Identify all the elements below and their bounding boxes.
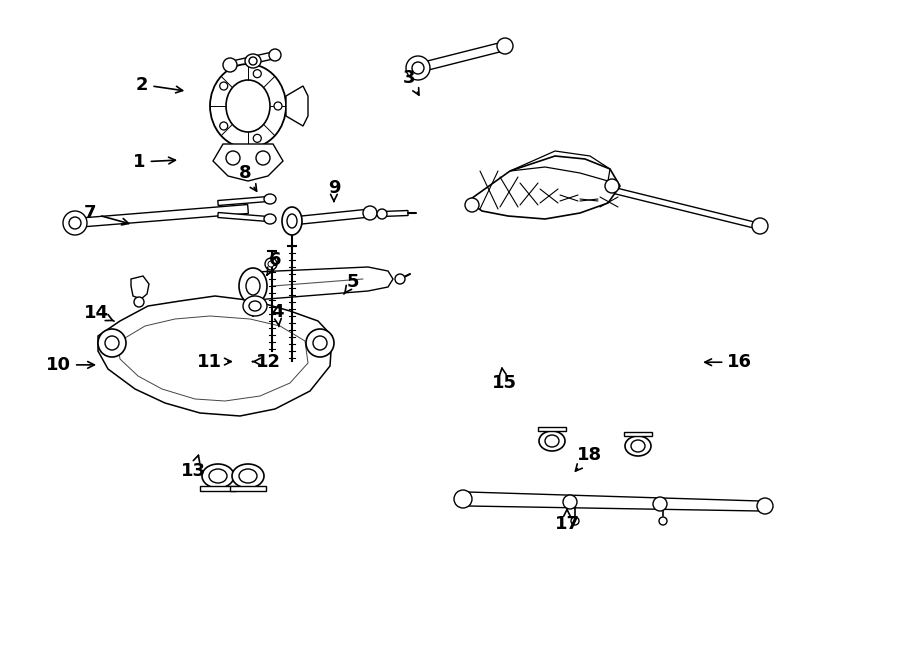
Polygon shape [245,267,393,300]
Polygon shape [131,276,149,299]
Text: 17: 17 [554,509,580,533]
Text: 10: 10 [46,356,94,374]
Ellipse shape [653,497,667,511]
Polygon shape [218,196,268,206]
Polygon shape [75,204,248,227]
Ellipse shape [752,218,768,234]
Ellipse shape [274,102,282,110]
Polygon shape [213,144,283,181]
Ellipse shape [363,206,377,220]
Text: 6: 6 [267,251,282,275]
Text: 16: 16 [705,353,752,371]
Text: 13: 13 [181,455,206,481]
Text: 14: 14 [84,303,114,322]
Ellipse shape [563,495,577,509]
Polygon shape [200,486,236,491]
Ellipse shape [253,69,261,77]
Polygon shape [98,296,332,416]
Ellipse shape [282,207,302,235]
Ellipse shape [757,498,773,514]
Ellipse shape [465,198,479,212]
Ellipse shape [395,274,405,284]
Ellipse shape [239,268,267,304]
Ellipse shape [253,134,261,142]
Text: 1: 1 [133,153,176,171]
Ellipse shape [377,209,387,219]
Polygon shape [608,186,759,229]
Ellipse shape [545,435,559,447]
Ellipse shape [245,54,261,68]
Text: 9: 9 [328,179,340,201]
Ellipse shape [134,297,144,307]
Text: 5: 5 [344,273,359,294]
Ellipse shape [265,258,277,270]
Ellipse shape [98,329,126,357]
Polygon shape [230,52,275,69]
Ellipse shape [223,58,237,72]
Polygon shape [382,210,408,217]
Text: 15: 15 [491,368,517,393]
Ellipse shape [249,301,261,311]
Ellipse shape [406,56,430,80]
Ellipse shape [539,431,565,451]
Ellipse shape [63,211,87,235]
Text: 18: 18 [575,446,602,471]
Ellipse shape [287,214,297,228]
Polygon shape [230,486,266,491]
Ellipse shape [264,194,276,204]
Ellipse shape [412,62,424,74]
Text: 4: 4 [271,303,284,327]
Ellipse shape [605,179,619,193]
Ellipse shape [210,64,286,148]
Polygon shape [417,42,506,72]
Ellipse shape [226,80,270,132]
Ellipse shape [220,122,228,130]
Ellipse shape [571,517,579,525]
Text: 7: 7 [84,204,129,225]
Ellipse shape [268,261,274,267]
Ellipse shape [239,469,257,483]
Ellipse shape [264,214,276,224]
Text: 11: 11 [197,352,231,371]
Ellipse shape [454,490,472,508]
Ellipse shape [256,151,270,165]
Ellipse shape [269,49,281,61]
Ellipse shape [306,329,334,357]
Ellipse shape [497,38,513,54]
Ellipse shape [232,464,264,488]
Ellipse shape [625,436,651,456]
Text: 2: 2 [136,75,183,94]
Polygon shape [286,86,308,126]
Text: 8: 8 [238,164,256,191]
Text: 12: 12 [253,352,281,371]
Polygon shape [468,156,620,219]
Ellipse shape [249,57,257,65]
Polygon shape [460,492,768,511]
Polygon shape [292,209,371,225]
Ellipse shape [313,336,327,350]
Polygon shape [218,212,268,221]
Ellipse shape [105,336,119,350]
Polygon shape [538,427,566,431]
Text: 3: 3 [403,69,419,95]
Ellipse shape [243,296,267,316]
Ellipse shape [220,82,228,90]
Ellipse shape [69,217,81,229]
Polygon shape [624,432,652,436]
Ellipse shape [631,440,645,452]
Ellipse shape [659,517,667,525]
Ellipse shape [209,469,227,483]
Ellipse shape [226,151,240,165]
Ellipse shape [246,277,260,295]
Ellipse shape [202,464,234,488]
